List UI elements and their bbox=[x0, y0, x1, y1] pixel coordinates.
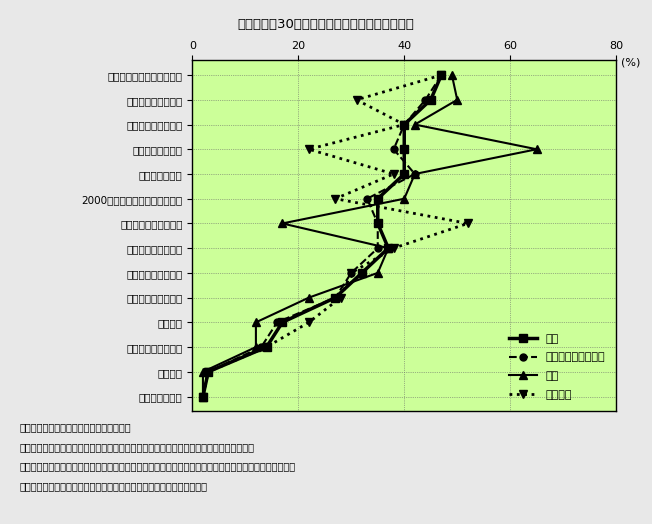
大学 bbox=[385, 245, 393, 252]
大学 bbox=[411, 122, 419, 128]
民間企業 bbox=[390, 245, 398, 252]
民間企業 bbox=[305, 319, 313, 325]
国立試験研究機関等 bbox=[363, 195, 371, 202]
全体 bbox=[437, 72, 445, 78]
国立試験研究機関等 bbox=[199, 394, 207, 400]
民間企業 bbox=[390, 171, 398, 177]
民間企業 bbox=[437, 72, 445, 78]
全体 bbox=[400, 171, 408, 177]
大学 bbox=[533, 146, 541, 152]
民間企業 bbox=[263, 344, 271, 350]
民間企業 bbox=[464, 220, 471, 226]
Text: ３．国立試験研究機関等には国立試験研究機関、特殊法人の研究機関、公設試験研究機関等を含む。: ３．国立試験研究機関等には国立試験研究機関、特殊法人の研究機関、公設試験研究機関… bbox=[20, 462, 296, 472]
全体 bbox=[385, 245, 393, 252]
民間企業 bbox=[331, 195, 339, 202]
大学 bbox=[199, 369, 207, 375]
大学 bbox=[374, 270, 381, 276]
全体 bbox=[400, 122, 408, 128]
Line: 大学: 大学 bbox=[199, 71, 541, 401]
国立試験研究機関等 bbox=[390, 146, 398, 152]
全体 bbox=[400, 146, 408, 152]
民間企業 bbox=[204, 369, 212, 375]
国立試験研究機関等 bbox=[273, 319, 281, 325]
国立試験研究機関等 bbox=[437, 72, 445, 78]
Line: 国立試験研究機関等: 国立試験研究機関等 bbox=[200, 72, 445, 400]
全体 bbox=[278, 319, 286, 325]
国立試験研究機関等 bbox=[258, 344, 265, 350]
国立試験研究機関等 bbox=[331, 294, 339, 301]
大学 bbox=[448, 72, 456, 78]
民間企業 bbox=[353, 96, 361, 103]
大学 bbox=[252, 319, 259, 325]
全体 bbox=[358, 270, 366, 276]
Line: 民間企業: 民間企業 bbox=[199, 71, 472, 401]
Text: ２．我が国の自然科学系研究者の組織別構成（平成８年４月現在）により補正集計。: ２．我が国の自然科学系研究者の組織別構成（平成８年４月現在）により補正集計。 bbox=[20, 442, 254, 452]
国立試験研究機関等 bbox=[421, 96, 429, 103]
Text: (%): (%) bbox=[621, 58, 641, 68]
Line: 全体: 全体 bbox=[199, 71, 445, 401]
全体 bbox=[427, 96, 435, 103]
民間企業 bbox=[336, 294, 344, 301]
国立試験研究機関等 bbox=[374, 245, 381, 252]
大学 bbox=[453, 96, 461, 103]
全体 bbox=[204, 369, 212, 375]
全体 bbox=[331, 294, 339, 301]
全体 bbox=[374, 220, 381, 226]
民間企業 bbox=[199, 394, 207, 400]
全体 bbox=[199, 394, 207, 400]
Text: 資料：科学技術庁「先端科学技術研究者に対する調査」（平成８年度）: 資料：科学技術庁「先端科学技術研究者に対する調査」（平成８年度） bbox=[20, 482, 207, 492]
Text: 注）１．該当するものをすべて回答した。: 注）１．該当するものをすべて回答した。 bbox=[20, 422, 131, 432]
国立試験研究機関等 bbox=[204, 369, 212, 375]
国立試験研究機関等 bbox=[374, 220, 381, 226]
国立試験研究機関等 bbox=[411, 171, 419, 177]
Legend: 全体, 国立試験研究機関等, 大学, 民間企業: 全体, 国立試験研究機関等, 大学, 民間企業 bbox=[503, 328, 610, 406]
大学 bbox=[199, 394, 207, 400]
Text: 第１－２－30図　科学技術基本計画への期待度: 第１－２－30図 科学技術基本計画への期待度 bbox=[237, 18, 415, 31]
大学 bbox=[252, 344, 259, 350]
国立試験研究機関等 bbox=[348, 270, 355, 276]
民間企業 bbox=[400, 122, 408, 128]
全体 bbox=[374, 195, 381, 202]
大学 bbox=[400, 195, 408, 202]
大学 bbox=[305, 294, 313, 301]
国立試験研究機関等 bbox=[400, 122, 408, 128]
民間企業 bbox=[305, 146, 313, 152]
大学 bbox=[278, 220, 286, 226]
大学 bbox=[411, 171, 419, 177]
民間企業 bbox=[348, 270, 355, 276]
全体 bbox=[263, 344, 271, 350]
